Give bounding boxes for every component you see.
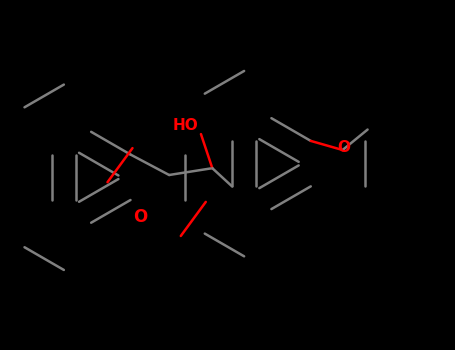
Text: HO: HO — [172, 118, 198, 133]
Text: O: O — [338, 140, 350, 155]
Text: O: O — [133, 208, 147, 226]
